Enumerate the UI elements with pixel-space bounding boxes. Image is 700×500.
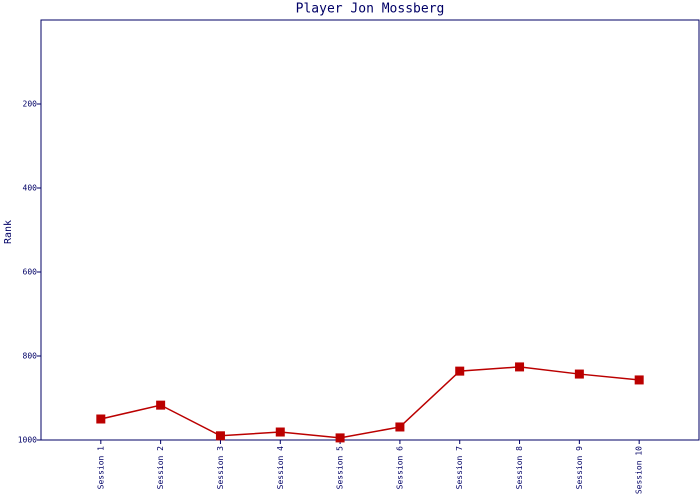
point-marker bbox=[335, 433, 345, 443]
point-marker bbox=[395, 422, 405, 432]
y-tick-label: 1000 bbox=[18, 436, 37, 445]
point-marker bbox=[96, 414, 106, 424]
point-marker bbox=[215, 431, 225, 441]
x-tick-label: Session 1 bbox=[96, 446, 105, 490]
y-tick-label: 600 bbox=[23, 268, 38, 277]
series-line bbox=[100, 366, 640, 439]
plot-frame bbox=[40, 19, 700, 441]
chart-title: Player Jon Mossberg bbox=[296, 2, 445, 17]
x-tick-label: Session 9 bbox=[575, 446, 584, 490]
point-marker bbox=[275, 427, 285, 437]
point-marker bbox=[156, 400, 166, 410]
x-tick-label: Session 5 bbox=[336, 446, 345, 490]
y-tick-label: 400 bbox=[23, 184, 38, 193]
x-tick-label: Session 4 bbox=[276, 446, 285, 490]
point-marker bbox=[634, 375, 644, 385]
y-axis-label: Rank bbox=[3, 220, 14, 244]
x-tick-label: Session 8 bbox=[515, 446, 524, 490]
y-tick-label: 800 bbox=[23, 352, 38, 361]
point-marker bbox=[574, 369, 584, 379]
x-tick-label: Session 10 bbox=[635, 446, 644, 494]
x-tick-label: Session 6 bbox=[395, 446, 404, 490]
x-tick-label: Session 7 bbox=[455, 446, 464, 490]
point-marker bbox=[455, 366, 465, 376]
x-tick-label: Session 2 bbox=[156, 446, 165, 490]
y-tick-label: 200 bbox=[23, 100, 38, 109]
point-marker bbox=[515, 362, 525, 372]
x-tick-label: Session 3 bbox=[216, 446, 225, 490]
